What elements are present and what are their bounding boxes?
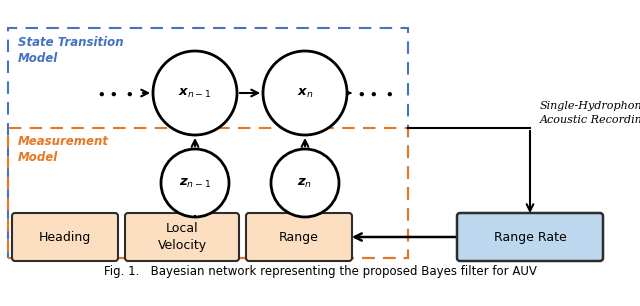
Text: Local
Velocity: Local Velocity [157,222,207,252]
Text: Range: Range [279,230,319,244]
Text: State Transition
Model: State Transition Model [18,36,124,65]
Text: $\boldsymbol{z}_{n}$: $\boldsymbol{z}_{n}$ [298,177,312,189]
Text: $\boldsymbol{x}_{n-1}$: $\boldsymbol{x}_{n-1}$ [179,87,212,99]
FancyBboxPatch shape [12,213,118,261]
Text: Single-Hydrophone
Acoustic Recording: Single-Hydrophone Acoustic Recording [540,101,640,125]
Ellipse shape [263,51,347,135]
Ellipse shape [271,149,339,217]
Ellipse shape [153,51,237,135]
Ellipse shape [161,149,229,217]
Text: Fig. 1.   Bayesian network representing the proposed Bayes filter for AUV: Fig. 1. Bayesian network representing th… [104,265,536,278]
Text: Measurement
Model: Measurement Model [18,135,109,164]
Text: Range Rate: Range Rate [493,230,566,244]
FancyBboxPatch shape [125,213,239,261]
Text: $\boldsymbol{x}_{n}$: $\boldsymbol{x}_{n}$ [297,87,313,99]
Text: $\bullet\bullet\bullet$: $\bullet\bullet\bullet$ [356,85,394,100]
FancyBboxPatch shape [246,213,352,261]
FancyBboxPatch shape [457,213,603,261]
Text: $\bullet\bullet\bullet$: $\bullet\bullet\bullet$ [97,85,134,100]
Text: $\boldsymbol{z}_{n-1}$: $\boldsymbol{z}_{n-1}$ [179,177,211,189]
Text: Heading: Heading [39,230,91,244]
